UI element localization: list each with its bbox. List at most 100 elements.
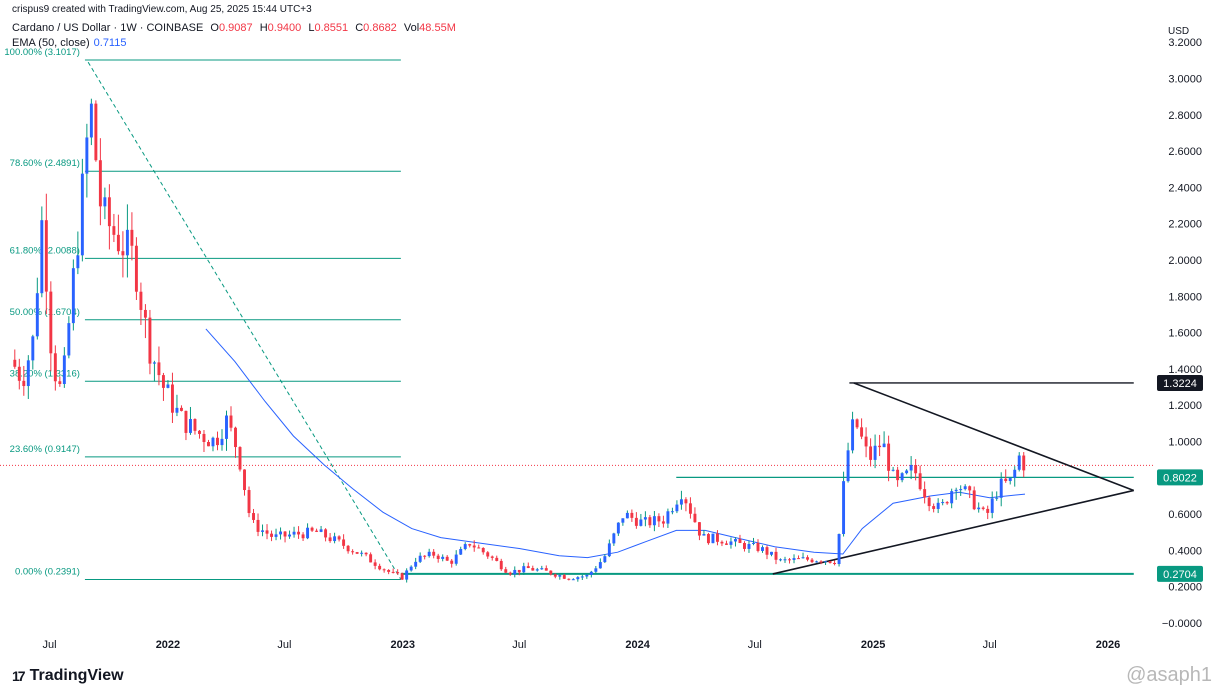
time-tick-label: 2023 <box>391 639 415 651</box>
time-tick-label: Jul <box>43 639 57 651</box>
candle-body <box>968 486 972 491</box>
open-value: 0.9087 <box>218 22 253 34</box>
price-label-text: 1.3224 <box>1163 378 1197 390</box>
candle-body <box>504 569 508 573</box>
ema-label[interactable]: EMA (50, close) <box>12 37 90 49</box>
candle-body <box>274 534 278 537</box>
candle-body <box>44 220 48 292</box>
price-tick-label: 3.0000 <box>1168 74 1202 86</box>
fib-level-label: 78.60% (2.4891) <box>10 158 80 169</box>
candle-body <box>40 220 44 294</box>
candle-body <box>702 534 706 536</box>
candle-body <box>107 197 111 227</box>
candle-body <box>774 551 778 560</box>
price-tick-label: 1.6000 <box>1168 328 1202 340</box>
low-label: L <box>308 22 315 34</box>
candle-body <box>679 499 683 505</box>
candle-body <box>819 561 823 563</box>
candle-body <box>977 507 981 510</box>
candle-body <box>256 519 260 532</box>
price-label-text: 0.8022 <box>1163 472 1197 484</box>
candle-body <box>53 353 57 382</box>
candle-body <box>373 562 377 566</box>
candle-body <box>522 566 526 573</box>
candle-body <box>603 556 607 563</box>
candle-body <box>265 530 269 534</box>
candle-body <box>675 504 679 512</box>
candle-body <box>130 229 134 246</box>
fib-level-label: 61.80% (2.0088) <box>10 245 80 256</box>
candle-body <box>270 533 274 537</box>
candle-body <box>152 362 156 364</box>
candle-body <box>670 511 674 513</box>
candle-body <box>513 569 517 575</box>
candle-body <box>436 555 440 559</box>
candle-body <box>414 561 418 567</box>
candle-body <box>616 522 620 534</box>
candle-body <box>621 518 625 523</box>
candle-body <box>959 489 963 491</box>
candle-body <box>243 469 246 491</box>
price-tick-label: 2.4000 <box>1168 182 1202 194</box>
candle-body <box>981 507 985 509</box>
candle-body <box>468 544 472 546</box>
candles-layer <box>13 98 1026 583</box>
candle-body <box>752 542 755 544</box>
candle-body <box>387 569 391 572</box>
candle-body <box>477 547 481 549</box>
candle-body <box>13 359 17 367</box>
candle-body <box>1017 455 1021 470</box>
candle-body <box>382 569 386 571</box>
candle-body <box>103 197 107 207</box>
candle-body <box>909 464 913 471</box>
candle-body <box>770 551 773 555</box>
candle-body <box>873 445 877 460</box>
candle-body <box>432 551 436 556</box>
candle-body <box>1008 477 1012 482</box>
candle-body <box>810 559 814 563</box>
price-label-tag <box>1157 374 1203 391</box>
price-label-tag <box>1157 565 1203 582</box>
drawing-lines <box>0 382 1155 575</box>
candle-body <box>234 427 237 448</box>
candle-body <box>657 516 661 522</box>
candle-body <box>625 512 629 519</box>
candle-body <box>706 534 710 544</box>
high-label: H <box>259 22 268 34</box>
candle-body <box>693 513 697 523</box>
candle-body <box>198 430 201 434</box>
candle-body <box>157 362 161 376</box>
candle-body <box>202 433 206 442</box>
candle-body <box>531 568 535 571</box>
candle-body <box>188 419 192 433</box>
candle-body <box>369 554 373 563</box>
candle-body <box>589 571 593 575</box>
candle-body <box>337 536 341 540</box>
tradingview-logo-text: TradingView <box>29 667 124 684</box>
candle-body <box>517 569 521 573</box>
open-label: O <box>210 22 219 34</box>
candle-body <box>360 552 364 554</box>
candle-body <box>806 557 809 560</box>
candle-body <box>918 473 922 490</box>
candle-body <box>148 317 152 364</box>
ema-50-line <box>205 328 1026 559</box>
candle-body <box>76 255 80 269</box>
candle-body <box>499 560 503 570</box>
fib-trend-line <box>87 61 402 580</box>
candle-body <box>80 173 84 256</box>
candle-body <box>945 502 949 504</box>
candle-body <box>175 407 179 413</box>
candle-body <box>315 530 319 532</box>
candle-body <box>842 481 846 535</box>
candle-body <box>891 469 895 471</box>
time-tick-label: 2025 <box>861 639 885 651</box>
candle-body <box>306 527 310 539</box>
candle-body <box>986 508 990 513</box>
candle-body <box>562 575 566 579</box>
candle-body <box>936 502 940 509</box>
symbol-name[interactable]: Cardano / US Dollar · 1W · COINBASE <box>12 22 204 34</box>
candle-body <box>864 436 868 447</box>
candle-body <box>720 541 724 544</box>
